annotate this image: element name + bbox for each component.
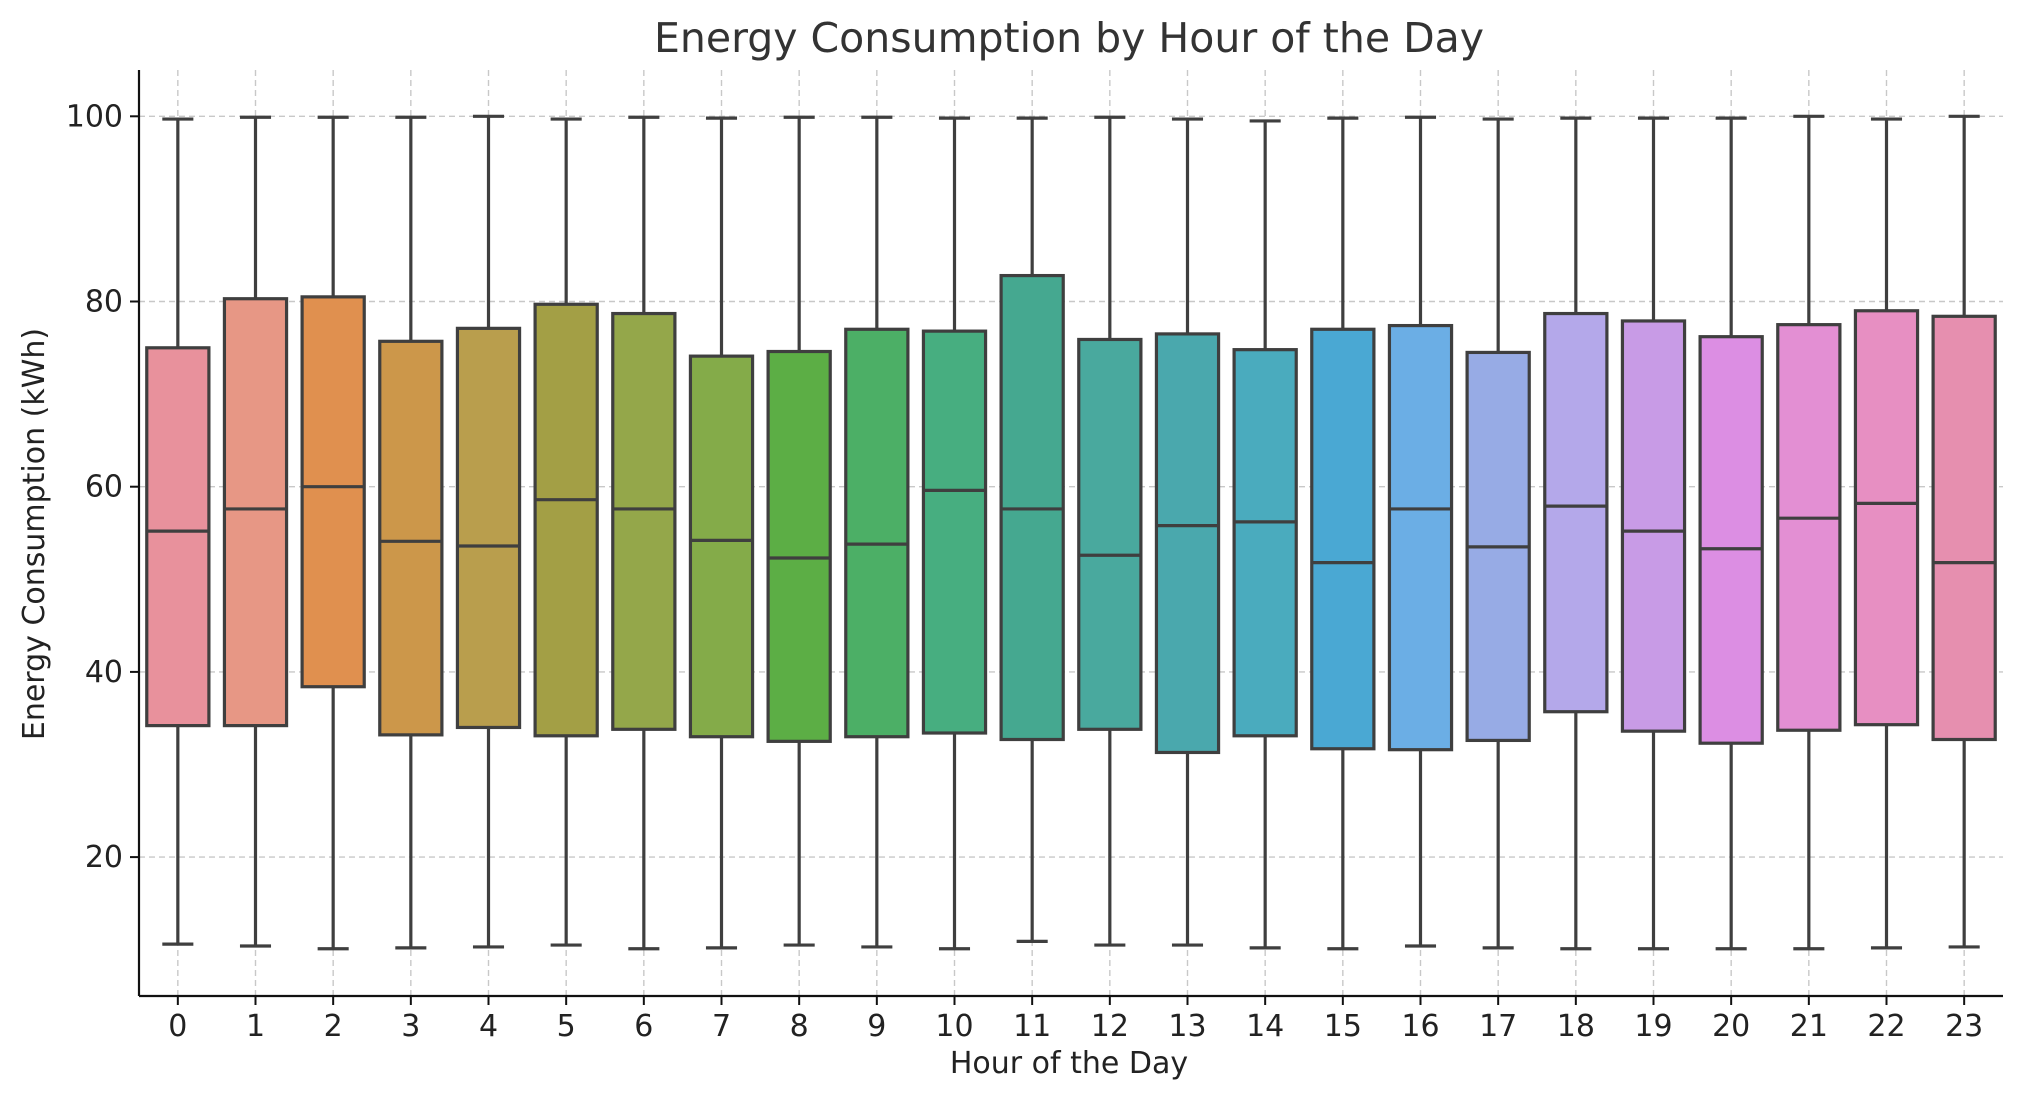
box-iqr xyxy=(455,326,522,730)
box-iqr xyxy=(378,339,444,737)
x-tick-label: 6 xyxy=(634,1009,653,1044)
box-group xyxy=(378,115,444,950)
x-tick-label: 10 xyxy=(935,1009,973,1044)
box-group xyxy=(1620,116,1687,951)
box-group xyxy=(611,115,677,951)
box-iqr xyxy=(1232,348,1298,738)
box-iqr xyxy=(1853,309,1920,727)
box-group xyxy=(1776,114,1842,951)
y-tick-label: 20 xyxy=(85,840,123,875)
box-group xyxy=(1387,115,1454,948)
box-iqr xyxy=(145,346,211,728)
box-iqr xyxy=(921,329,988,735)
x-tick-label: 22 xyxy=(1867,1009,1905,1044)
box-group xyxy=(1465,117,1531,950)
x-tick-label: 11 xyxy=(1013,1009,1051,1044)
box-iqr xyxy=(1077,337,1143,731)
box-group xyxy=(921,116,988,951)
box-group xyxy=(844,115,910,949)
box-iqr xyxy=(1931,314,1997,742)
box-iqr xyxy=(611,311,677,731)
x-tick-label: 15 xyxy=(1324,1009,1362,1044)
box-group xyxy=(222,115,289,948)
box-group xyxy=(1543,116,1609,951)
box-group xyxy=(999,116,1065,943)
box-group xyxy=(1077,115,1143,947)
box-iqr xyxy=(1310,327,1376,751)
box-iqr xyxy=(1154,332,1221,755)
y-tick-label: 80 xyxy=(85,285,123,320)
box-group xyxy=(1931,114,1997,949)
x-tick-label: 21 xyxy=(1790,1009,1828,1044)
x-tick-label: 17 xyxy=(1479,1009,1517,1044)
box-iqr xyxy=(1698,335,1764,745)
x-tick-label: 23 xyxy=(1945,1009,1983,1044)
box-iqr xyxy=(1776,323,1842,732)
box-layer xyxy=(145,114,1997,951)
box-iqr xyxy=(844,327,910,739)
x-tick-label: 8 xyxy=(790,1009,809,1044)
chart-title: Energy Consumption by Hour of the Day xyxy=(654,14,1484,62)
x-tick-label: 12 xyxy=(1091,1009,1129,1044)
x-tick-label: 0 xyxy=(168,1009,187,1044)
box-group xyxy=(1154,117,1221,947)
box-group xyxy=(300,115,366,951)
y-tick-label: 40 xyxy=(85,655,123,690)
y-tick-label: 100 xyxy=(66,99,123,134)
x-tick-label: 20 xyxy=(1712,1009,1750,1044)
box-group xyxy=(1310,116,1376,951)
box-iqr xyxy=(300,295,366,689)
box-group xyxy=(766,115,832,947)
box-group xyxy=(688,116,755,950)
x-tick-label: 9 xyxy=(867,1009,886,1044)
box-iqr xyxy=(1543,311,1609,714)
box-iqr xyxy=(222,297,289,728)
x-tick-label: 7 xyxy=(712,1009,731,1044)
box-iqr xyxy=(533,302,599,738)
x-tick-label: 2 xyxy=(324,1009,343,1044)
box-iqr xyxy=(766,349,832,743)
box-iqr xyxy=(688,354,755,739)
x-tick-label: 13 xyxy=(1168,1009,1206,1044)
box-group xyxy=(145,117,211,946)
x-tick-label: 16 xyxy=(1401,1009,1439,1044)
y-axis-label: Energy Consumption (kWh) xyxy=(17,328,52,740)
box-group xyxy=(1232,119,1298,950)
x-tick-label: 14 xyxy=(1246,1009,1284,1044)
x-tick-label: 4 xyxy=(479,1009,498,1044)
x-tick-label: 3 xyxy=(401,1009,420,1044)
box-group xyxy=(455,114,522,949)
box-iqr xyxy=(1620,319,1687,733)
box-group xyxy=(1853,117,1920,950)
x-axis-label: Hour of the Day xyxy=(950,1046,1188,1081)
x-tick-label: 18 xyxy=(1557,1009,1595,1044)
box-group xyxy=(533,117,599,947)
y-tick-label: 60 xyxy=(85,470,123,505)
box-group xyxy=(1698,116,1764,951)
x-tick-label: 5 xyxy=(557,1009,576,1044)
x-tick-label: 1 xyxy=(246,1009,265,1044)
box-iqr xyxy=(1387,323,1454,752)
x-tick-label: 19 xyxy=(1634,1009,1672,1044)
